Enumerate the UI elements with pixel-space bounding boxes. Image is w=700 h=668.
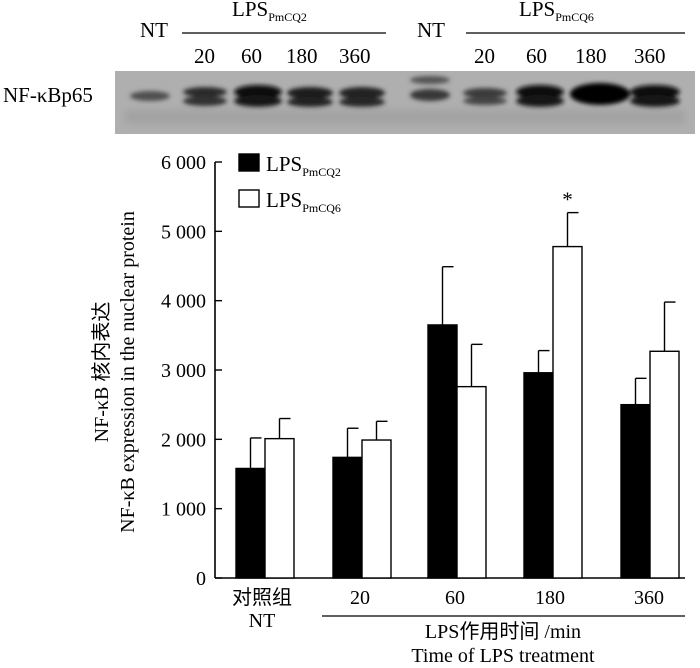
bar-series1-20 — [332, 456, 363, 579]
y-ticks: 0 1 000 2 000 3 000 4 000 5 000 6 000 — [161, 152, 222, 590]
band-180-1-lower — [287, 97, 333, 107]
blot-lane-360-1-label: 360 — [339, 44, 371, 68]
blot-group-2-label: LPSPmCQ6 — [519, 0, 594, 24]
band-nt-2-lower — [410, 89, 450, 101]
bar-series2-360 — [649, 350, 680, 579]
band-60-2-upper — [516, 85, 564, 99]
band-360-2-upper — [630, 85, 680, 99]
blot-panel: NT NT LPSPmCQ2 LPSPmCQ6 20 60 180 360 20… — [3, 0, 695, 134]
bar-series2-180 — [552, 245, 583, 579]
blot-lane-60-1-label: 60 — [241, 44, 262, 68]
y-tick-label: 2 000 — [161, 429, 206, 451]
blot-lane-180-2-label: 180 — [575, 44, 607, 68]
band-nt-2-upper — [410, 76, 450, 84]
blot-background-haze — [125, 110, 685, 124]
band-20-2-upper — [463, 88, 507, 98]
blot-lane-360-2-label: 360 — [634, 44, 666, 68]
y-tick-label: 4 000 — [161, 291, 206, 313]
band-60-1-lower — [234, 95, 282, 107]
blot-lane-180-1-label: 180 — [286, 44, 318, 68]
band-180-2 — [570, 83, 630, 105]
band-nt-1 — [130, 91, 170, 101]
x-tick-sublabel-nt: NT — [249, 610, 276, 632]
bar-series1-60 — [427, 324, 458, 579]
band-360-1-lower — [339, 97, 385, 107]
legend-swatch-pmcq6 — [238, 189, 260, 208]
blot-group-1-label: LPSPmCQ2 — [232, 0, 307, 24]
band-20-2-lower — [463, 97, 507, 105]
band-60-1-upper — [234, 85, 282, 99]
band-180-1-upper — [287, 87, 333, 99]
x-axis-label-cn: LPS作用时间 /min — [425, 620, 581, 643]
band-360-1-upper — [339, 87, 385, 99]
blot-lane-20-2-label: 20 — [474, 44, 495, 68]
x-axis-label-en: Time of LPS treatment — [411, 645, 595, 667]
x-tick-label-180: 180 — [535, 587, 565, 609]
blot-row-label: NF-κBp65 — [3, 83, 93, 107]
legend: LPSPmCQ2 LPSPmCQ6 — [238, 152, 341, 215]
band-20-1-lower — [183, 96, 227, 106]
x-tick-label-control: 对照组 — [232, 586, 292, 609]
bar-series1-control — [235, 467, 266, 579]
x-tick-label-360: 360 — [634, 587, 664, 609]
legend-label-pmcq6: LPSPmCQ6 — [266, 188, 341, 215]
legend-swatch-pmcq2 — [238, 153, 260, 172]
blot-lane-nt-1-label: NT — [140, 18, 168, 42]
significance-asterisk: * — [562, 188, 573, 212]
bar-series1-180 — [523, 372, 554, 579]
y-axis-label-en: NF-κB expression in the nuclear protein — [117, 211, 139, 533]
x-tick-label-20: 20 — [350, 587, 370, 609]
y-tick-label: 3 000 — [161, 360, 206, 382]
bar-series2-60 — [456, 385, 487, 579]
y-tick-label: 5 000 — [161, 221, 206, 243]
legend-label-pmcq2: LPSPmCQ2 — [266, 152, 341, 179]
y-tick-label: 6 000 — [161, 152, 206, 174]
blot-bands — [130, 76, 680, 107]
x-tick-label-60: 60 — [445, 587, 465, 609]
band-20-1-upper — [183, 87, 227, 97]
bar-chart: 0 1 000 2 000 3 000 4 000 5 000 6 000 * 对照组 NT… — [90, 152, 685, 667]
blot-lane-20-1-label: 20 — [194, 44, 215, 68]
band-360-2-lower — [630, 95, 680, 107]
band-60-2-lower — [516, 95, 564, 107]
bar-series1-360 — [620, 403, 651, 579]
bar-series2-control — [264, 437, 295, 579]
y-tick-label: 1 000 — [161, 499, 206, 521]
bars: * — [235, 188, 680, 579]
y-tick-label: 0 — [196, 568, 206, 590]
y-axis-label-cn: NF-κB 核内表达 — [90, 302, 113, 443]
bar-series2-20 — [361, 439, 392, 579]
blot-lane-nt-2-label: NT — [417, 18, 445, 42]
blot-haze-strip — [125, 110, 685, 124]
blot-lane-60-2-label: 60 — [526, 44, 547, 68]
